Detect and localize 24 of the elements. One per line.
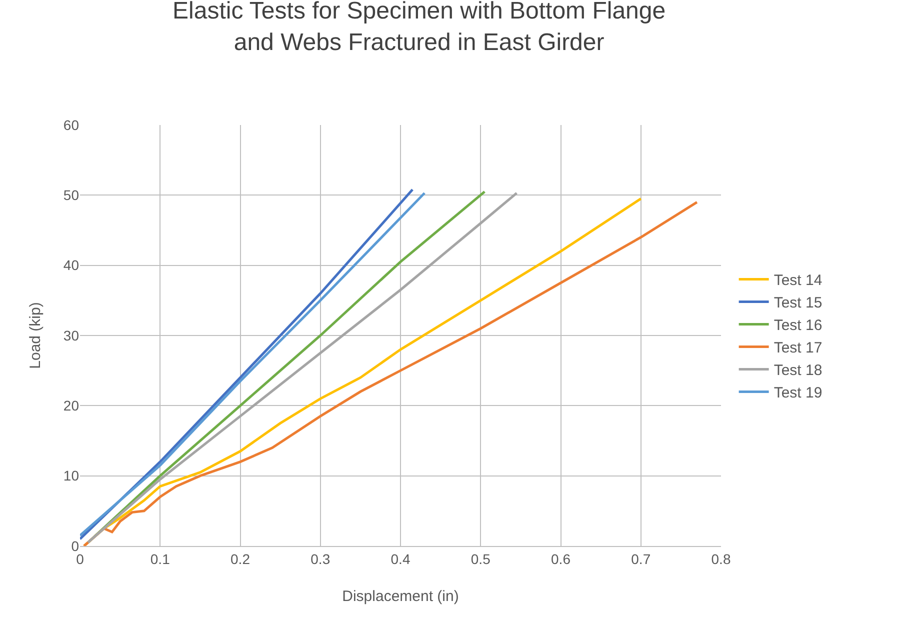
y-axis-title: Load (kip) — [27, 302, 44, 369]
y-tick-label: 60 — [63, 116, 80, 133]
x-tick-label: 0.5 — [470, 550, 491, 567]
legend-label: Test 15 — [774, 294, 822, 312]
x-axis-title: Displacement (in) — [342, 588, 459, 605]
x-tick-label: 0.2 — [230, 550, 250, 567]
x-tick-label: 0.8 — [711, 550, 731, 567]
y-tick-label: 10 — [63, 468, 80, 484]
y-tick-label: 50 — [63, 187, 80, 204]
x-tick-label: 0.4 — [390, 550, 410, 567]
x-tick-label: 0.6 — [551, 550, 571, 567]
y-tick-label: 20 — [63, 398, 80, 414]
x-tick-label: 0.3 — [310, 550, 330, 567]
legend-label: Test 17 — [774, 340, 822, 357]
legend-label: Test 19 — [774, 384, 822, 402]
legend-label: Test 18 — [774, 362, 822, 380]
x-tick-label: 0.1 — [150, 550, 170, 567]
legend-label: Test 14 — [774, 272, 822, 290]
x-tick-label: 0.7 — [631, 550, 651, 567]
chart-title: Elastic Tests for Specimen with Bottom Flange and Webs Fractured in East Girder — [172, 0, 666, 56]
legend-label: Test 16 — [774, 317, 822, 334]
y-tick-label: 30 — [63, 327, 80, 344]
y-tick-label: 0 — [71, 538, 80, 554]
y-tick-label: 40 — [63, 257, 80, 274]
